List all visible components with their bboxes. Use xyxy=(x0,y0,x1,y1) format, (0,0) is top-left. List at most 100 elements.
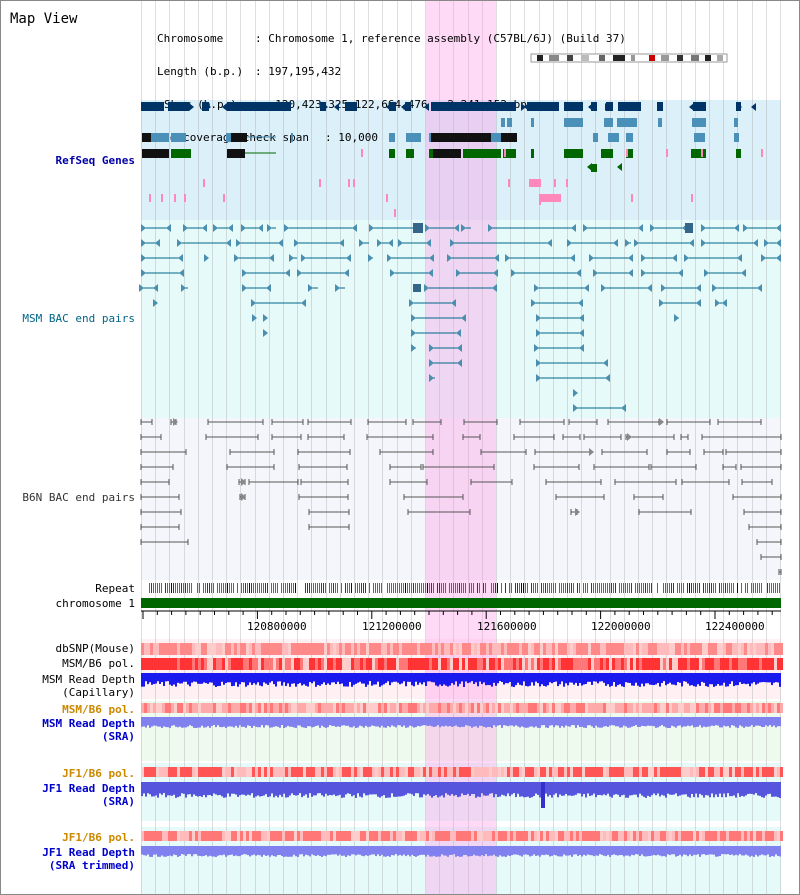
depth-bar xyxy=(251,717,253,728)
heat-strip-cell xyxy=(561,767,564,777)
heat-strip-cell xyxy=(309,658,312,670)
heat-strip-cell xyxy=(639,831,642,841)
heat-strip-cell xyxy=(351,703,354,713)
depth-bar xyxy=(595,782,597,798)
depth-bar xyxy=(653,673,655,686)
repeat-mark xyxy=(761,583,762,593)
heat-strip-cell xyxy=(192,767,195,777)
depth-bar xyxy=(507,846,509,856)
depth-bar xyxy=(335,717,337,727)
heat-strip-cell xyxy=(237,643,240,655)
depth-bar xyxy=(701,717,703,728)
depth-bar xyxy=(495,782,497,795)
depth-bar xyxy=(457,717,459,727)
depth-bar xyxy=(761,717,763,728)
depth-bar xyxy=(319,846,321,857)
grid-line xyxy=(184,1,185,894)
depth-bar xyxy=(141,846,143,855)
depth-bar xyxy=(343,846,345,856)
depth-bar xyxy=(535,717,537,727)
depth-bar xyxy=(715,782,717,795)
heat-strip-cell xyxy=(207,831,210,841)
depth-bar xyxy=(679,673,681,683)
depth-bar xyxy=(545,673,547,687)
depth-bar xyxy=(293,717,295,728)
jf1-depth-trim-label-2: (SRA trimmed) xyxy=(48,859,135,872)
heat-strip-cell xyxy=(717,643,720,655)
heat-strip-cell xyxy=(444,703,447,713)
depth-bar xyxy=(671,673,673,685)
heat-strip-cell xyxy=(546,831,549,841)
heat-strip-cell xyxy=(777,643,780,655)
depth-bar xyxy=(213,673,215,686)
depth-bar xyxy=(753,717,755,728)
heat-strip-cell xyxy=(744,831,747,841)
depth-bar xyxy=(191,717,193,727)
depth-bar xyxy=(709,673,711,685)
heat-strip-cell xyxy=(396,831,399,841)
repeat-mark xyxy=(523,583,524,593)
heat-strip-cell xyxy=(237,703,240,713)
depth-bar xyxy=(649,673,651,685)
repeat-mark xyxy=(605,583,606,593)
depth-bar xyxy=(349,717,351,728)
depth-bar xyxy=(631,846,633,855)
depth-bar xyxy=(733,846,735,856)
heat-strip-cell xyxy=(216,767,219,777)
repeat-mark xyxy=(601,583,602,593)
bac-end-marker xyxy=(450,239,455,247)
heat-strip-cell xyxy=(312,831,315,841)
depth-bar xyxy=(693,673,695,687)
depth-bar xyxy=(659,846,661,856)
depth-bar xyxy=(757,782,759,796)
depth-bar xyxy=(253,846,255,855)
depth-bar xyxy=(409,673,411,682)
depth-bar xyxy=(685,782,687,795)
heat-strip-cell xyxy=(315,658,318,670)
heat-strip-cell xyxy=(525,643,528,655)
repeat-mark xyxy=(187,583,188,593)
depth-bar xyxy=(469,717,471,727)
depth-bar xyxy=(221,673,223,682)
heat-strip-cell xyxy=(234,643,237,655)
heat-strip-cell xyxy=(519,643,522,655)
depth-bar xyxy=(739,782,741,797)
bac-end-marker xyxy=(411,344,416,352)
heat-strip-cell xyxy=(171,831,174,841)
depth-bar xyxy=(567,673,569,686)
heat-strip-cell xyxy=(333,831,336,841)
heat-strip-cell xyxy=(741,703,744,713)
depth-bar xyxy=(295,782,297,796)
depth-bar xyxy=(725,717,727,727)
heat-strip-cell xyxy=(315,703,318,713)
depth-bar xyxy=(421,717,423,726)
grid-line xyxy=(340,1,341,894)
heat-strip-cell xyxy=(582,658,585,670)
repeat-mark xyxy=(645,583,646,593)
depth-bar xyxy=(521,673,523,686)
heat-strip-cell xyxy=(756,643,759,655)
depth-bar xyxy=(161,673,163,683)
bac-end-marker xyxy=(139,284,144,292)
depth-bar xyxy=(471,782,473,795)
gene-exon xyxy=(231,133,247,142)
depth-bar xyxy=(437,673,439,687)
heat-strip-cell xyxy=(225,767,228,777)
depth-bar xyxy=(301,673,303,686)
heat-strip-cell xyxy=(552,658,555,670)
heat-strip-cell xyxy=(348,703,351,713)
heat-strip-cell xyxy=(561,658,564,670)
repeat-mark xyxy=(705,583,706,593)
heat-strip-cell xyxy=(249,658,252,670)
bac-end-marker xyxy=(454,224,459,232)
heat-strip-cell xyxy=(288,703,291,713)
depth-bar xyxy=(743,782,745,797)
heat-strip-cell xyxy=(747,831,750,841)
heat-strip-cell xyxy=(171,658,174,670)
depth-bar xyxy=(673,717,675,727)
depth-bar xyxy=(509,846,511,857)
depth-bar xyxy=(715,846,717,857)
heat-strip-cell xyxy=(408,703,411,713)
heat-strip-cell xyxy=(618,643,621,655)
